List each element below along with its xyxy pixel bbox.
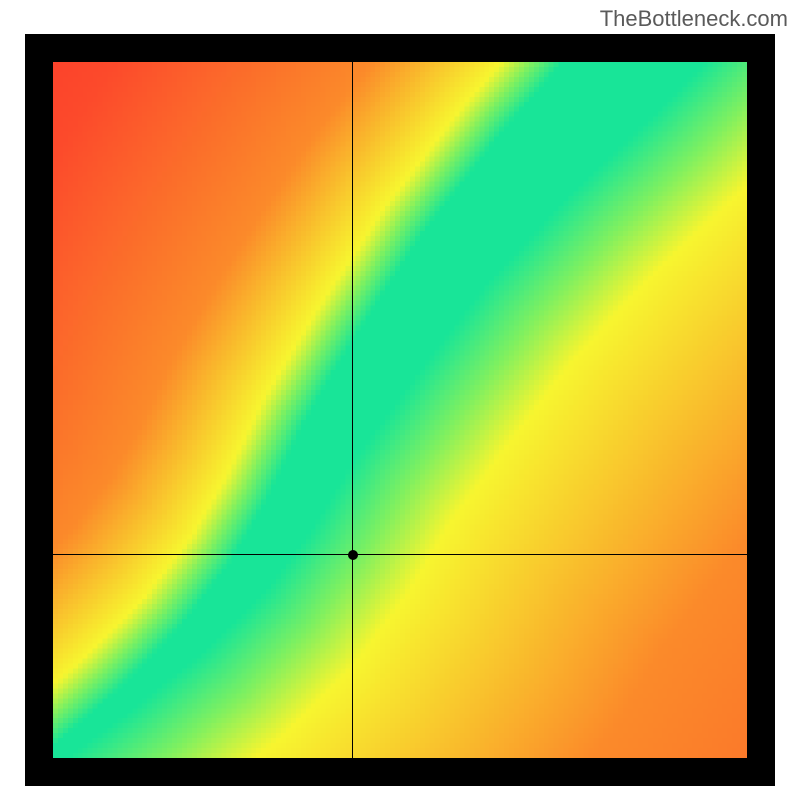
watermark-text: TheBottleneck.com: [600, 6, 788, 32]
heatmap-canvas: [53, 62, 747, 758]
crosshair-horizontal: [53, 554, 747, 555]
crosshair-dot: [348, 550, 358, 560]
chart-container: TheBottleneck.com: [0, 0, 800, 800]
crosshair-vertical: [352, 62, 353, 758]
plot-area: [53, 62, 747, 758]
